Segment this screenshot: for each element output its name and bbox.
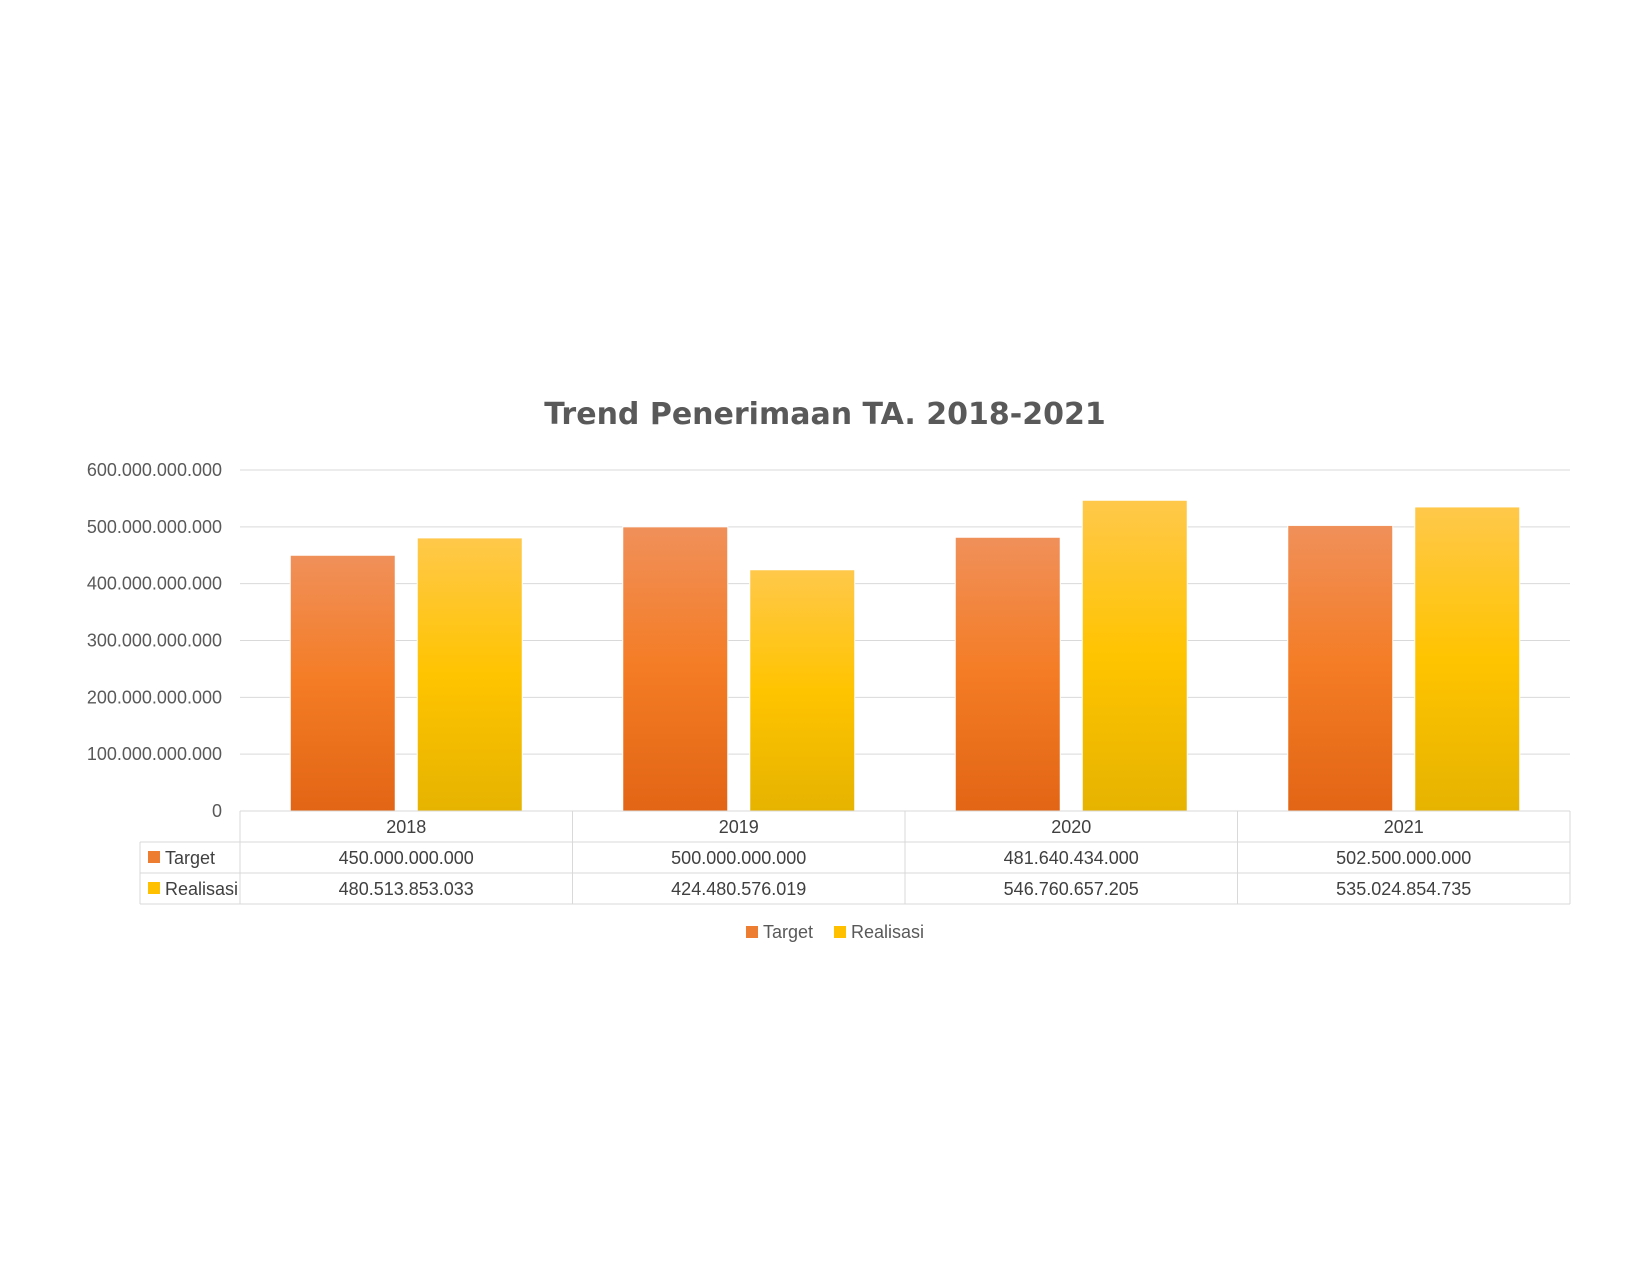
bar-target-2021 bbox=[1287, 524, 1394, 812]
chart-title: Trend Penerimaan TA. 2018-2021 bbox=[544, 397, 1105, 432]
bar-target-2020 bbox=[954, 536, 1061, 812]
legend-swatch-icon bbox=[746, 926, 758, 938]
bar-realisasi-2019 bbox=[749, 569, 856, 812]
data-label: 480.513.853.033 bbox=[339, 879, 474, 899]
x-tick-label: 2021 bbox=[1384, 817, 1424, 837]
legend-key-icon bbox=[148, 882, 160, 894]
bar-realisasi-2020 bbox=[1081, 499, 1188, 812]
bar-target-2018 bbox=[289, 554, 396, 812]
x-tick-label: 2018 bbox=[386, 817, 426, 837]
y-tick-label: 400.000.000.000 bbox=[87, 574, 222, 594]
legend-entry: Target bbox=[763, 922, 813, 942]
y-tick-label: 200.000.000.000 bbox=[87, 687, 222, 707]
table-series-name: Target bbox=[165, 848, 215, 868]
bar-realisasi-2018 bbox=[416, 537, 523, 812]
y-tick-label: 500.000.000.000 bbox=[87, 517, 222, 537]
y-tick-label: 100.000.000.000 bbox=[87, 744, 222, 764]
data-label: 450.000.000.000 bbox=[339, 848, 474, 868]
legend-swatch-icon bbox=[834, 926, 846, 938]
data-label: 546.760.657.205 bbox=[1004, 879, 1139, 899]
data-label: 500.000.000.000 bbox=[671, 848, 806, 868]
y-tick-label: 300.000.000.000 bbox=[87, 631, 222, 651]
data-label: 502.500.000.000 bbox=[1336, 848, 1471, 868]
data-label: 535.024.854.735 bbox=[1336, 879, 1471, 899]
table-series-name: Realisasi bbox=[165, 879, 238, 899]
data-label: 424.480.576.019 bbox=[671, 879, 806, 899]
x-tick-label: 2019 bbox=[719, 817, 759, 837]
y-tick-label: 600.000.000.000 bbox=[87, 460, 222, 480]
x-tick-label: 2020 bbox=[1051, 817, 1091, 837]
y-tick-label: 0 bbox=[212, 801, 222, 821]
legend-key-icon bbox=[148, 851, 160, 863]
data-label: 481.640.434.000 bbox=[1004, 848, 1139, 868]
bar-target-2019 bbox=[622, 526, 729, 812]
bar-realisasi-2021 bbox=[1414, 506, 1521, 812]
legend-entry: Realisasi bbox=[851, 922, 924, 942]
